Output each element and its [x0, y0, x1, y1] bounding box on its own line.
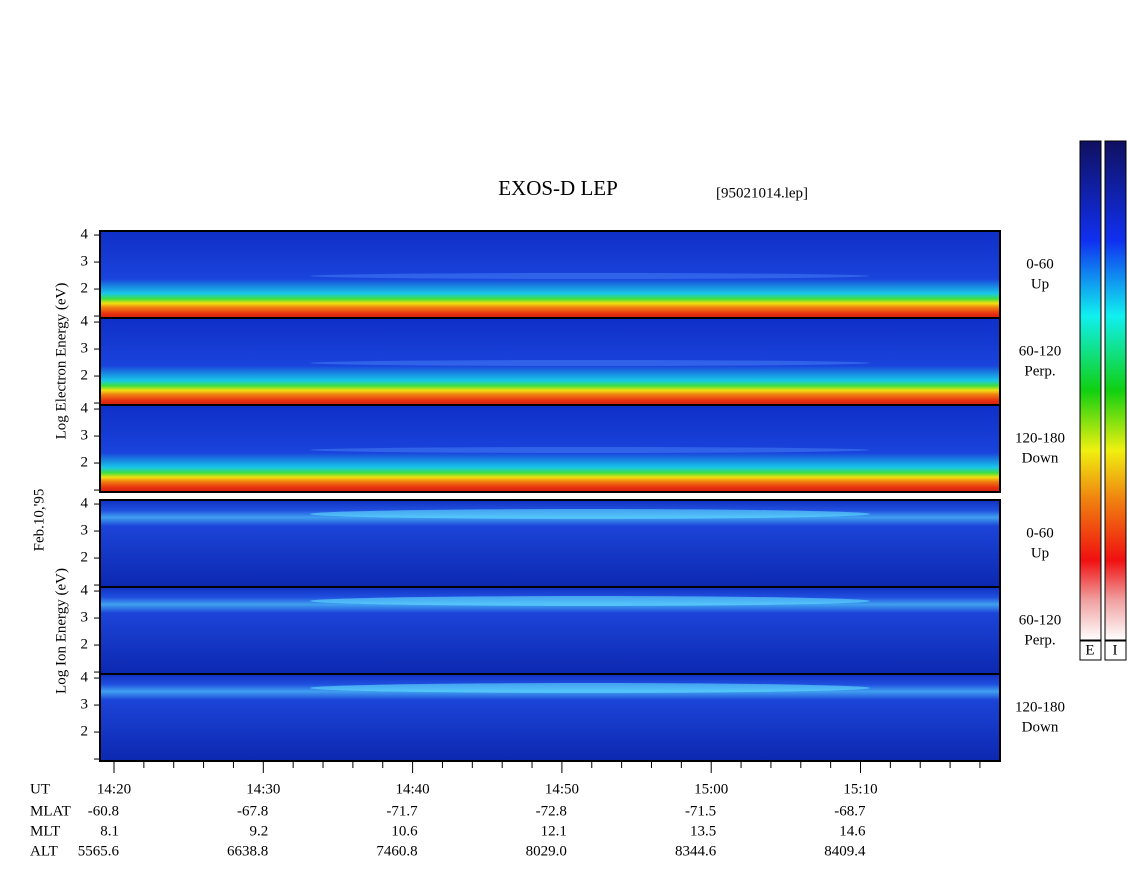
row-value: 14:40 — [396, 781, 430, 797]
y-tick-label: 4 — [81, 313, 89, 329]
colorbar-label: E — [1085, 642, 1094, 658]
row-value: 7460.8 — [376, 843, 417, 859]
date: Feb.10,'95 — [31, 489, 47, 552]
pitch-direction: Down — [1022, 450, 1059, 466]
row-label: ALT — [30, 843, 58, 859]
row-value: -68.7 — [834, 803, 866, 819]
row-value: 6638.8 — [227, 843, 268, 859]
y-tick-label: 2 — [81, 723, 89, 739]
row-value: 15:00 — [694, 781, 728, 797]
y-tick-label: 3 — [81, 696, 89, 712]
y-tick-label: 3 — [81, 522, 89, 538]
colorbar-label: I — [1113, 642, 1118, 658]
pitch-range: 0-60 — [1026, 525, 1054, 541]
colorbars: E I — [1079, 140, 1127, 661]
y-tick-label: 3 — [81, 609, 89, 625]
spectrogram-feature — [310, 683, 870, 693]
row-value: 8029.0 — [526, 843, 567, 859]
y-tick-label: 4 — [81, 582, 89, 598]
row-value: -71.7 — [386, 803, 418, 819]
y-tick-label: 3 — [81, 253, 89, 269]
electron-axis-label: Log Electron Energy (eV) — [53, 283, 69, 440]
row-value: 14:50 — [545, 781, 579, 797]
row-value: 9.2 — [250, 823, 269, 839]
colorbar-box — [1104, 640, 1127, 661]
pitch-range: 120-180 — [1015, 699, 1065, 715]
spectrogram-feature — [310, 596, 870, 606]
panel-frame — [99, 404, 1001, 493]
row-value: 15:10 — [843, 781, 877, 797]
y-tick-label: 4 — [81, 495, 89, 511]
title: EXOS-D LEP — [498, 176, 618, 200]
row-value: 8409.4 — [824, 843, 866, 859]
y-tick-label: 2 — [81, 367, 89, 383]
pitch-direction: Up — [1031, 545, 1049, 561]
colorbar — [1104, 140, 1127, 641]
row-value: 8.1 — [100, 823, 119, 839]
spectrogram-feature — [310, 273, 870, 279]
file-name: [95021014.lep] — [716, 185, 808, 201]
row-value: 14:20 — [97, 781, 131, 797]
row-value: -71.5 — [685, 803, 716, 819]
spectrogram-feature — [310, 447, 870, 453]
y-tick-label: 2 — [81, 454, 89, 470]
row-label: UT — [30, 781, 50, 797]
pitch-range: 120-180 — [1015, 430, 1065, 446]
pitch-direction: Down — [1022, 719, 1059, 735]
pitch-range: 0-60 — [1026, 256, 1054, 272]
spectrogram-feature — [310, 509, 870, 519]
pitch-range: 60-120 — [1019, 343, 1062, 359]
row-value: -60.8 — [88, 803, 119, 819]
y-tick-label: 2 — [81, 549, 89, 565]
y-tick-label: 3 — [81, 427, 89, 443]
row-value: 14:30 — [246, 781, 280, 797]
y-tick-label: 4 — [81, 226, 89, 242]
y-tick-label: 4 — [81, 669, 89, 685]
y-tick-label: 2 — [81, 280, 89, 296]
pitch-direction: Perp. — [1024, 632, 1055, 648]
colorbar — [1079, 140, 1102, 641]
pitch-range: 60-120 — [1019, 612, 1062, 628]
row-label: MLAT — [30, 803, 71, 819]
y-tick-label: 4 — [81, 400, 89, 416]
ion-axis-label: Log Ion Energy (eV) — [53, 568, 69, 694]
row-value: -67.8 — [237, 803, 268, 819]
row-value: 14.6 — [839, 823, 866, 839]
row-value: 5565.6 — [78, 843, 120, 859]
colorbar-box — [1079, 640, 1102, 661]
y-tick-label: 2 — [81, 636, 89, 652]
y-tick-label: 3 — [81, 340, 89, 356]
pitch-direction: Perp. — [1024, 363, 1055, 379]
row-value: 8344.6 — [675, 843, 717, 859]
row-value: 10.6 — [391, 823, 418, 839]
row-value: 12.1 — [541, 823, 567, 839]
row-value: -72.8 — [536, 803, 567, 819]
pitch-direction: Up — [1031, 276, 1049, 292]
row-value: 13.5 — [690, 823, 716, 839]
spectrogram-feature — [310, 360, 870, 366]
row-label: MLT — [30, 823, 60, 839]
